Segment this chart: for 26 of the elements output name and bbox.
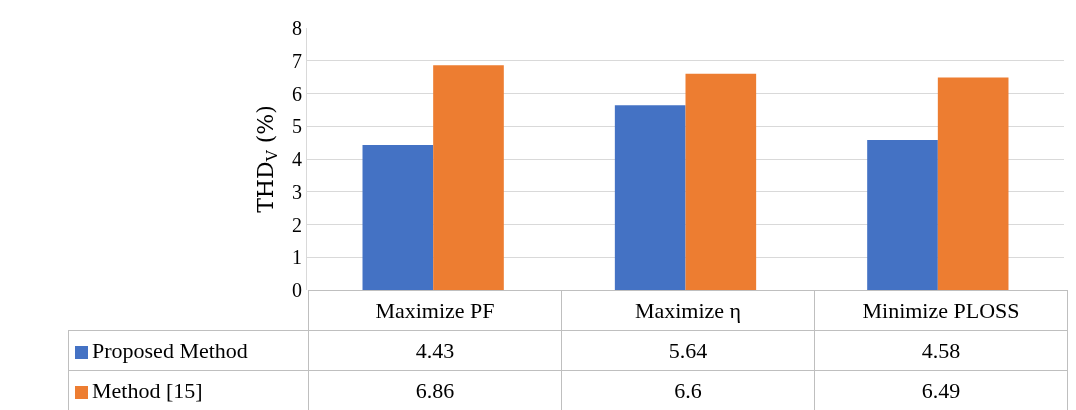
y-tick-label: 8	[292, 17, 302, 39]
y-tick-label: 3	[292, 180, 302, 203]
y-tick-label: 7	[292, 49, 302, 72]
bar	[867, 140, 938, 290]
bar	[614, 105, 686, 290]
data-label: 6.49	[814, 370, 1068, 410]
legend-label: Proposed Method	[68, 330, 309, 371]
y-tick-label: 1	[292, 246, 302, 269]
x-tick-label: Maximize PF	[308, 290, 562, 331]
y-tick-label: 6	[292, 82, 302, 105]
y-tick-label: 0	[292, 279, 302, 301]
bar	[685, 73, 757, 290]
bar	[937, 77, 1009, 290]
y-tick-label: 5	[292, 115, 302, 138]
bar	[433, 65, 504, 290]
data-label: 6.86	[308, 370, 562, 410]
y-tick-label: 2	[292, 213, 302, 236]
data-label: 6.6	[561, 370, 815, 410]
data-label: 4.43	[308, 330, 562, 371]
x-tick-label: Minimize PLOSS	[814, 290, 1068, 331]
x-tick-label: Maximize η	[561, 290, 815, 331]
bar	[362, 144, 434, 290]
legend-label: Method [15]	[68, 370, 309, 410]
data-label: 5.64	[561, 330, 815, 371]
data-label: 4.58	[814, 330, 1068, 371]
y-tick-label: 4	[292, 148, 302, 170]
